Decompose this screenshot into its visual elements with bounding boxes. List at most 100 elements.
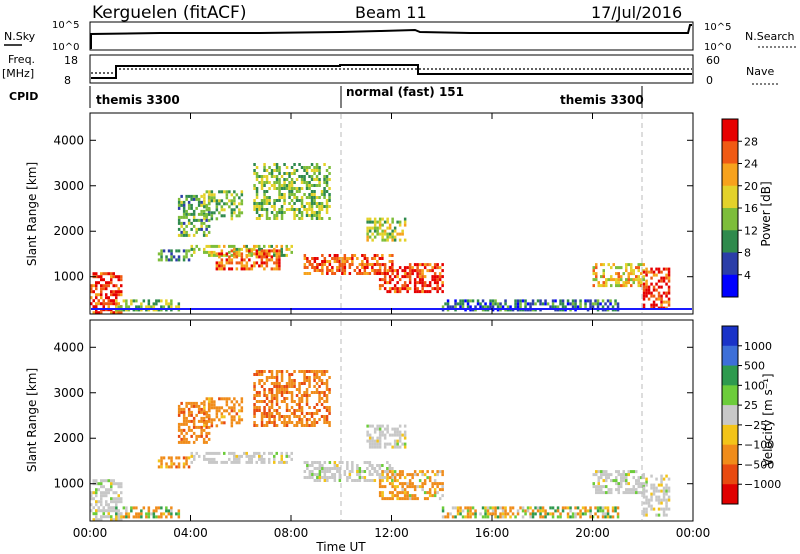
data-cell bbox=[112, 275, 115, 279]
data-cell bbox=[571, 299, 575, 303]
data-cell bbox=[431, 482, 434, 486]
data-cell bbox=[609, 302, 612, 306]
data-cell bbox=[406, 497, 409, 501]
data-cell bbox=[167, 305, 171, 309]
data-cell bbox=[213, 193, 216, 197]
data-cell bbox=[647, 291, 651, 295]
data-cell bbox=[275, 175, 279, 178]
data-cell bbox=[268, 421, 271, 424]
data-cell bbox=[240, 211, 244, 215]
data-cell bbox=[403, 266, 407, 270]
data-cell bbox=[197, 218, 201, 222]
data-cell bbox=[366, 238, 369, 242]
colorbar-segment bbox=[722, 464, 738, 485]
data-cell bbox=[245, 244, 248, 248]
data-cell bbox=[592, 266, 595, 270]
data-cell bbox=[308, 424, 311, 427]
data-cell bbox=[481, 515, 485, 519]
data-cell bbox=[411, 269, 414, 273]
data-cell bbox=[361, 476, 364, 479]
data-cell bbox=[233, 202, 236, 206]
data-cell bbox=[401, 482, 404, 486]
data-cell bbox=[617, 485, 620, 489]
data-cell bbox=[208, 196, 211, 200]
data-cell bbox=[441, 488, 444, 492]
data-cell bbox=[200, 401, 203, 405]
data-cell bbox=[411, 485, 414, 489]
data-cell bbox=[398, 424, 402, 428]
data-cell bbox=[396, 272, 399, 276]
data-cell bbox=[561, 506, 565, 510]
data-cell bbox=[514, 515, 517, 519]
data-cell bbox=[268, 166, 271, 169]
data-cell bbox=[255, 252, 259, 256]
data-cell bbox=[406, 266, 409, 270]
data-cell bbox=[300, 418, 304, 421]
data-cell bbox=[190, 194, 193, 198]
data-cell bbox=[315, 373, 319, 376]
data-cell bbox=[421, 275, 424, 279]
data-cell bbox=[428, 281, 432, 285]
data-cell bbox=[549, 512, 552, 516]
data-cell bbox=[398, 278, 402, 282]
data-cell bbox=[253, 205, 256, 208]
data-cell bbox=[667, 300, 671, 304]
data-cell bbox=[421, 287, 424, 291]
data-cell bbox=[396, 445, 399, 449]
data-cell bbox=[198, 454, 201, 458]
data-cell bbox=[160, 305, 163, 309]
data-cell bbox=[320, 370, 324, 373]
data-cell bbox=[190, 419, 193, 423]
data-cell bbox=[253, 252, 256, 256]
data-cell bbox=[328, 388, 331, 391]
data-cell bbox=[195, 401, 198, 405]
data-cell bbox=[600, 491, 603, 495]
data-cell bbox=[499, 515, 502, 519]
data-cell bbox=[509, 509, 512, 513]
data-cell bbox=[285, 178, 289, 181]
data-cell bbox=[120, 497, 123, 501]
data-cell bbox=[466, 509, 470, 513]
data-cell bbox=[398, 476, 402, 480]
data-cell bbox=[660, 477, 663, 481]
data-cell bbox=[326, 260, 329, 263]
data-cell bbox=[235, 252, 239, 256]
data-cell bbox=[647, 270, 651, 274]
data-cell bbox=[300, 187, 304, 190]
data-cell bbox=[306, 266, 309, 269]
data-cell bbox=[200, 212, 203, 216]
data-cell bbox=[398, 430, 402, 434]
data-cell bbox=[182, 227, 186, 231]
data-cell bbox=[341, 257, 344, 260]
data-cell bbox=[102, 287, 105, 291]
data-cell bbox=[325, 382, 329, 385]
data-cell bbox=[243, 244, 246, 248]
data-cell bbox=[315, 409, 319, 412]
data-cell bbox=[333, 254, 337, 257]
data-cell bbox=[323, 163, 326, 166]
data-cell bbox=[376, 229, 379, 233]
data-cell bbox=[489, 299, 492, 303]
data-cell bbox=[617, 278, 620, 282]
data-cell bbox=[584, 302, 587, 306]
data-cell bbox=[255, 211, 259, 214]
data-cell bbox=[285, 184, 289, 187]
data-cell bbox=[378, 476, 382, 479]
data-cell bbox=[303, 391, 306, 394]
data-cell bbox=[288, 421, 291, 424]
data-cell bbox=[278, 370, 281, 373]
data-cell bbox=[182, 233, 186, 237]
data-cell bbox=[185, 416, 188, 420]
data-cell bbox=[381, 232, 384, 236]
data-cell bbox=[255, 217, 259, 220]
data-cell bbox=[605, 485, 608, 489]
data-cell bbox=[650, 507, 653, 511]
data-cell bbox=[456, 302, 460, 306]
data-cell bbox=[192, 218, 196, 222]
data-cell bbox=[117, 494, 120, 498]
data-cell bbox=[260, 418, 264, 421]
data-cell bbox=[371, 238, 374, 242]
data-cell bbox=[433, 482, 437, 486]
data-cell bbox=[433, 281, 437, 285]
data-cell bbox=[260, 255, 264, 259]
